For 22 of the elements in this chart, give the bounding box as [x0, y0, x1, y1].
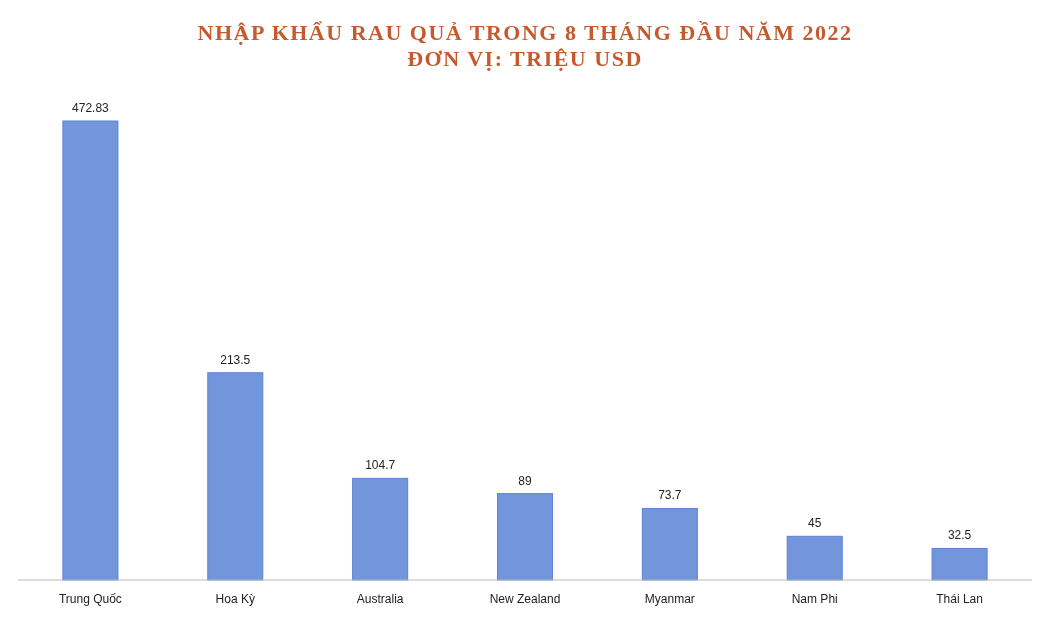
bar	[352, 477, 409, 581]
bar	[496, 493, 554, 581]
data-label: 213.5	[220, 352, 251, 367]
data-label: 32.5	[947, 528, 972, 543]
bar	[931, 547, 988, 581]
data-label: 89	[518, 473, 532, 488]
x-tick-label: Nam Phi	[791, 592, 838, 606]
x-tick-label: Trung Quốc	[58, 592, 122, 606]
bar	[641, 507, 698, 581]
data-label: 45	[808, 516, 822, 531]
x-tick-label: New Zealand	[489, 592, 561, 606]
x-tick-label: Thái Lan	[936, 592, 983, 606]
bar	[62, 120, 119, 581]
bar	[786, 535, 843, 581]
data-label: 472.83	[72, 101, 110, 115]
x-tick-label: Hoa Kỳ	[215, 592, 255, 606]
x-tick-label: Myanmar	[644, 592, 695, 606]
data-label: 104.7	[365, 458, 396, 473]
data-label: 73.7	[658, 488, 682, 503]
x-tick-label: Australia	[356, 592, 404, 606]
chart-title: NHẬP KHẨU RAU QUẢ TRONG 8 THÁNG ĐẦU NĂM 2022 ĐƠN VỊ: TRIỆU USD	[197, 20, 853, 71]
bar	[207, 372, 264, 581]
